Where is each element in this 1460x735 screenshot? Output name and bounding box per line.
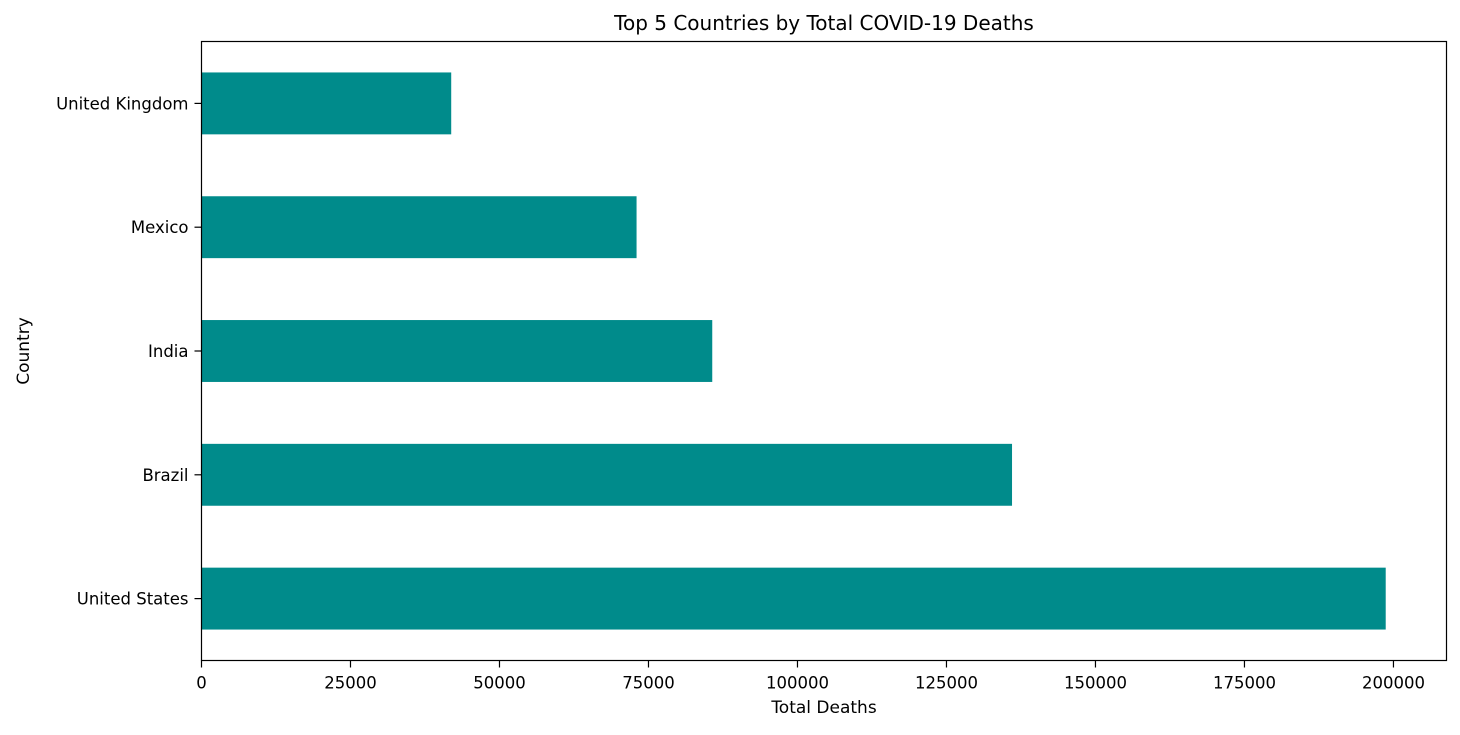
x-tick-label: 50000 <box>473 674 526 693</box>
y-tick-label: Mexico <box>131 218 189 237</box>
bar-united-states <box>201 567 1386 630</box>
y-tick-label: United Kingdom <box>56 94 188 113</box>
x-tick-label: 150000 <box>1064 674 1127 693</box>
y-axis-label: Country <box>14 317 34 385</box>
x-axis-ticks: 0 25000 50000 75000 100000 125000 150000 175000… <box>196 660 1425 693</box>
y-tick-label: India <box>148 342 189 361</box>
x-tick-label: 0 <box>196 674 207 693</box>
x-tick-label: 100000 <box>766 674 829 693</box>
x-tick-label: 175000 <box>1213 674 1276 693</box>
bar-united-kingdom <box>201 72 452 135</box>
bar-mexico <box>201 196 637 259</box>
bar-india <box>201 320 713 382</box>
y-tick-label: Brazil <box>142 466 188 485</box>
x-tick-label: 25000 <box>324 674 377 693</box>
x-axis-label: Total Deaths <box>770 698 877 718</box>
x-tick-label: 75000 <box>622 674 675 693</box>
y-tick-label: United States <box>77 590 189 609</box>
bar-brazil <box>201 443 1013 506</box>
y-axis-ticks: United States Brazil India Mexico United Kin… <box>56 94 202 609</box>
chart-title: Top 5 Countries by Total COVID-19 Deaths <box>613 11 1034 35</box>
x-tick-label: 125000 <box>915 674 978 693</box>
bars-layer <box>201 72 1386 630</box>
plot-frame <box>200 40 1448 662</box>
x-tick-label: 200000 <box>1362 674 1425 693</box>
